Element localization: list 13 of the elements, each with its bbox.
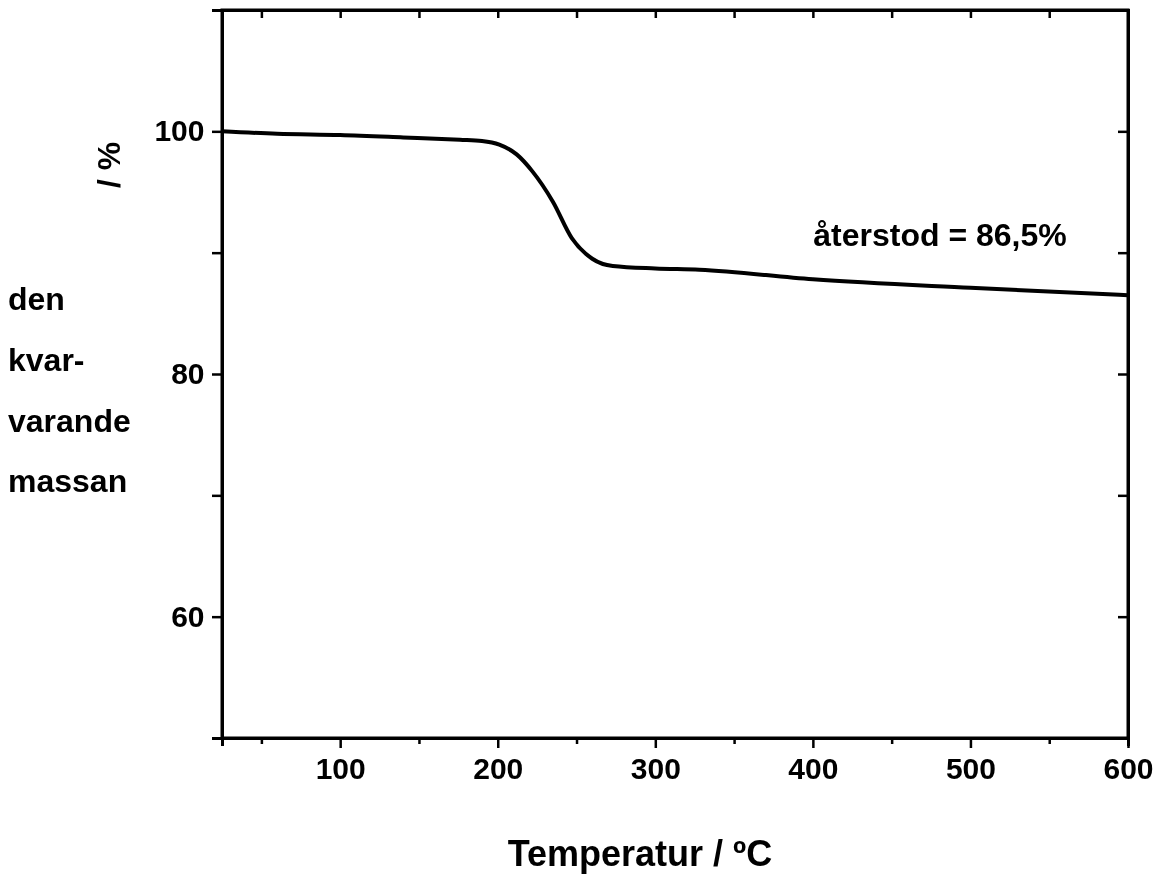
x-tick-label: 200 [473, 752, 524, 785]
text: den kvar-varande massan [8, 281, 131, 500]
y-axis-title: / % [91, 141, 127, 189]
x-tick-label: 100 [315, 752, 366, 785]
x-tick-label: 300 [630, 752, 681, 785]
y-tick-label: 80 [171, 357, 205, 391]
y-tick-label: 100 [154, 114, 205, 148]
x-tick-label: 600 [1103, 752, 1154, 785]
x-tick-label: 500 [945, 752, 996, 785]
x-tick-label: 400 [788, 752, 839, 785]
annotation: återstod = 86,5% [813, 217, 1067, 253]
x-axis-title: Temperatur / ºC [507, 833, 773, 874]
y-tick-label: 60 [171, 599, 205, 633]
